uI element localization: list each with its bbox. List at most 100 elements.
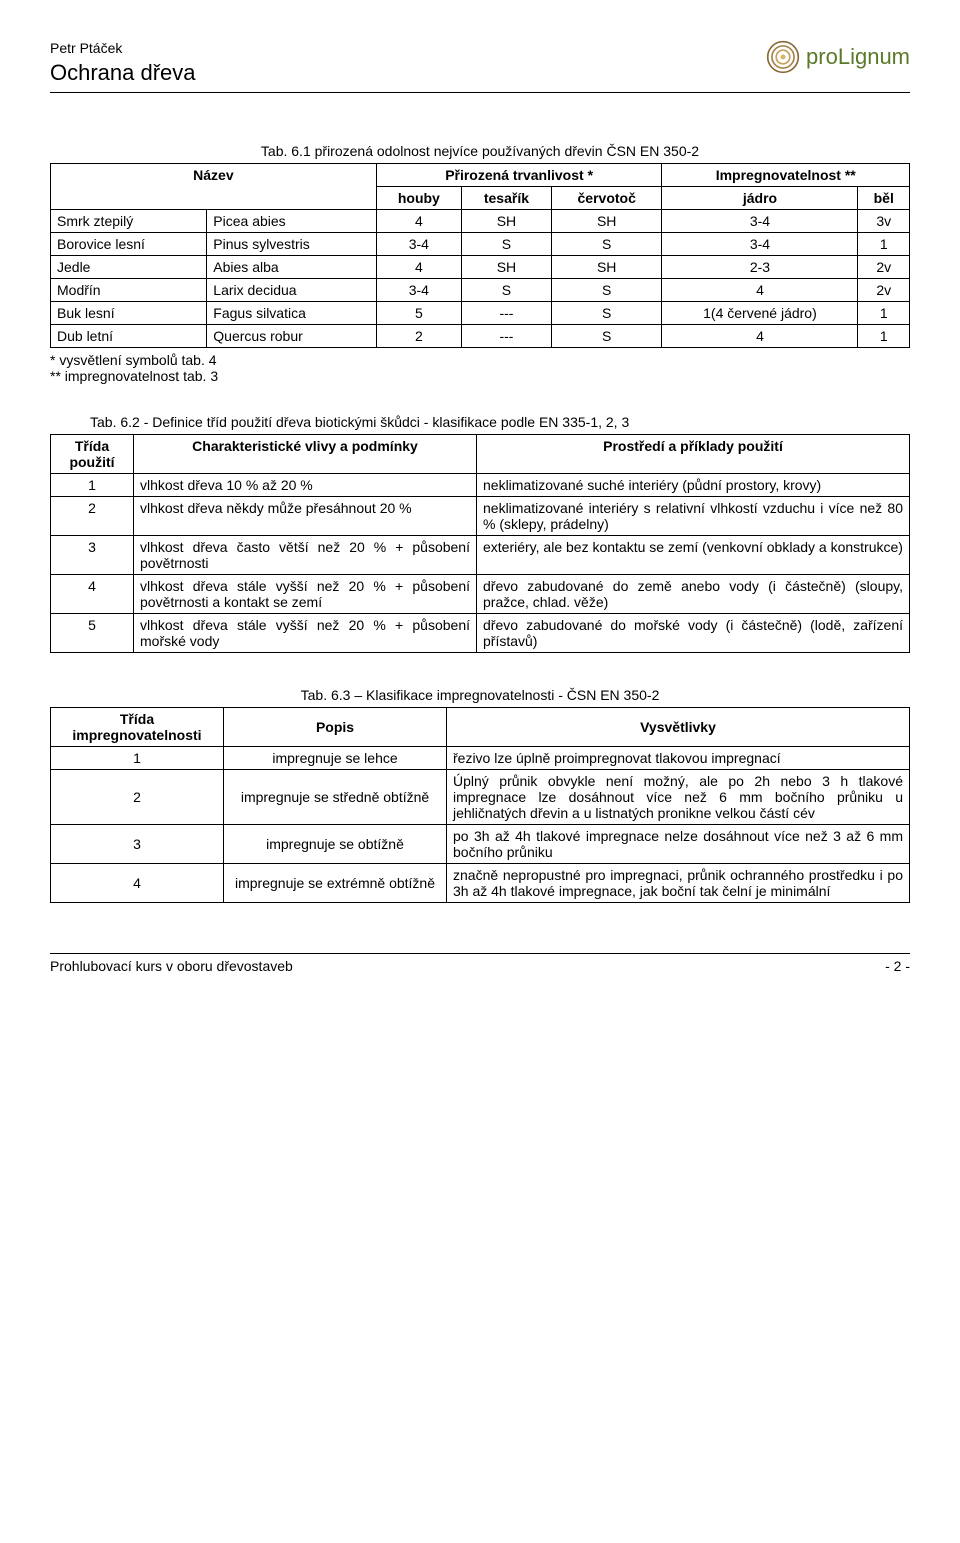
cell-lat: Quercus robur xyxy=(207,325,376,348)
footer-left: Prohlubovací kurs v oboru dřevostaveb xyxy=(50,958,293,974)
cell-lat: Pinus sylvestris xyxy=(207,233,376,256)
cell-houby: 3-4 xyxy=(376,233,461,256)
cell-lat: Abies alba xyxy=(207,256,376,279)
th-jadro: jádro xyxy=(662,187,858,210)
table1-note1: * vysvětlení symbolů tab. 4 xyxy=(50,352,910,368)
th-desc: Popis xyxy=(224,708,447,747)
th-conditions: Charakteristické vlivy a podmínky xyxy=(134,435,477,474)
cell-bel: 1 xyxy=(858,302,910,325)
table1-note2: ** impregnovatelnost tab. 3 xyxy=(50,368,910,384)
cell-lat: Fagus silvatica xyxy=(207,302,376,325)
cell-cervotoc: S xyxy=(551,279,661,302)
table2-caption: Tab. 6.2 - Definice tříd použití dřeva b… xyxy=(90,414,910,430)
table-use-classes: Třída použití Charakteristické vlivy a p… xyxy=(50,434,910,653)
table-row: 4vlhkost dřeva stále vyšší než 20 % + pů… xyxy=(51,575,910,614)
table-row: Buk lesníFagus silvatica5---S1(4 červené… xyxy=(51,302,910,325)
cell-jadro: 2-3 xyxy=(662,256,858,279)
cell-cz: Smrk ztepilý xyxy=(51,210,207,233)
cell-expl: značně nepropustné pro impregnaci, průni… xyxy=(447,864,910,903)
cell-cervotoc: SH xyxy=(551,210,661,233)
footer-divider xyxy=(50,953,910,954)
cell-cz: Modřín xyxy=(51,279,207,302)
cell-env: exteriéry, ale bez kontaktu se zemí (ven… xyxy=(477,536,910,575)
cell-desc: impregnuje se obtížně xyxy=(224,825,447,864)
cell-jadro: 3-4 xyxy=(662,210,858,233)
th-class: Třída použití xyxy=(51,435,134,474)
th-cervotoc: červotoč xyxy=(551,187,661,210)
cell-cz: Borovice lesní xyxy=(51,233,207,256)
cell-expl: po 3h až 4h tlakové impregnace nelze dos… xyxy=(447,825,910,864)
th-durability: Přirozená trvanlivost * xyxy=(376,164,662,187)
cell-tesarik: S xyxy=(461,279,551,302)
table-impreg-classes: Třída impregnovatelnosti Popis Vysvětliv… xyxy=(50,707,910,903)
cell-desc: impregnuje se středně obtížně xyxy=(224,770,447,825)
cell-cz: Dub letní xyxy=(51,325,207,348)
cell-bel: 2v xyxy=(858,256,910,279)
table-row: 2impregnuje se středně obtížněÚplný průn… xyxy=(51,770,910,825)
table-row: 5vlhkost dřeva stále vyšší než 20 % + pů… xyxy=(51,614,910,653)
cell-cervotoc: S xyxy=(551,302,661,325)
table-row: 3impregnuje se obtížněpo 3h až 4h tlakov… xyxy=(51,825,910,864)
cell-cervotoc: SH xyxy=(551,256,661,279)
th-bel: běl xyxy=(858,187,910,210)
cell-expl: řezivo lze úplně proimpregnovat tlakovou… xyxy=(447,747,910,770)
footer-right: - 2 - xyxy=(885,958,910,974)
th-tesarik: tesařík xyxy=(461,187,551,210)
table-row: Borovice lesníPinus sylvestris3-4SS3-41 xyxy=(51,233,910,256)
cell-class: 1 xyxy=(51,474,134,497)
cell-cervotoc: S xyxy=(551,233,661,256)
cell-class: 2 xyxy=(51,770,224,825)
cell-tesarik: --- xyxy=(461,325,551,348)
cell-class: 3 xyxy=(51,536,134,575)
table-durability: Název Přirozená trvanlivost * Impregnova… xyxy=(50,163,910,348)
tree-rings-icon xyxy=(766,40,800,74)
cell-houby: 2 xyxy=(376,325,461,348)
cell-cz: Buk lesní xyxy=(51,302,207,325)
cell-cervotoc: S xyxy=(551,325,661,348)
th-impreg-class: Třída impregnovatelnosti xyxy=(51,708,224,747)
cell-jadro: 4 xyxy=(662,279,858,302)
cell-bel: 1 xyxy=(858,233,910,256)
cell-houby: 3-4 xyxy=(376,279,461,302)
th-name: Název xyxy=(51,164,377,210)
th-environment: Prostředí a příklady použití xyxy=(477,435,910,474)
cell-class: 3 xyxy=(51,825,224,864)
cell-conditions: vlhkost dřeva 10 % až 20 % xyxy=(134,474,477,497)
table1-caption: Tab. 6.1 přirozená odolnost nejvíce použ… xyxy=(50,143,910,159)
cell-conditions: vlhkost dřeva stále vyšší než 20 % + půs… xyxy=(134,575,477,614)
cell-tesarik: SH xyxy=(461,256,551,279)
table-row: 4impregnuje se extrémně obtížněznačně ne… xyxy=(51,864,910,903)
cell-conditions: vlhkost dřeva stále vyšší než 20 % + půs… xyxy=(134,614,477,653)
cell-class: 4 xyxy=(51,864,224,903)
cell-tesarik: --- xyxy=(461,302,551,325)
cell-conditions: vlhkost dřeva často větší než 20 % + půs… xyxy=(134,536,477,575)
cell-jadro: 1(4 červené jádro) xyxy=(662,302,858,325)
cell-jadro: 4 xyxy=(662,325,858,348)
th-houby: houby xyxy=(376,187,461,210)
table3-caption: Tab. 6.3 – Klasifikace impregnovatelnost… xyxy=(50,687,910,703)
cell-env: neklimatizované interiéry s relativní vl… xyxy=(477,497,910,536)
table-row: 1vlhkost dřeva 10 % až 20 %neklimatizova… xyxy=(51,474,910,497)
th-impreg: Impregnovatelnost ** xyxy=(662,164,910,187)
cell-cz: Jedle xyxy=(51,256,207,279)
logo: proLignum xyxy=(766,40,910,74)
cell-class: 2 xyxy=(51,497,134,536)
header-divider xyxy=(50,92,910,93)
cell-tesarik: SH xyxy=(461,210,551,233)
th-expl: Vysvětlivky xyxy=(447,708,910,747)
table-row: Dub letníQuercus robur2---S41 xyxy=(51,325,910,348)
cell-houby: 4 xyxy=(376,256,461,279)
cell-houby: 5 xyxy=(376,302,461,325)
cell-env: neklimatizované suché interiéry (půdní p… xyxy=(477,474,910,497)
table-row: Smrk ztepilýPicea abies4SHSH3-43v xyxy=(51,210,910,233)
cell-class: 5 xyxy=(51,614,134,653)
logo-text: proLignum xyxy=(806,44,910,70)
cell-desc: impregnuje se lehce xyxy=(224,747,447,770)
cell-class: 1 xyxy=(51,747,224,770)
cell-conditions: vlhkost dřeva někdy může přesáhnout 20 % xyxy=(134,497,477,536)
cell-expl: Úplný průnik obvykle není možný, ale po … xyxy=(447,770,910,825)
cell-bel: 2v xyxy=(858,279,910,302)
table-row: 1impregnuje se lehceřezivo lze úplně pro… xyxy=(51,747,910,770)
cell-jadro: 3-4 xyxy=(662,233,858,256)
cell-tesarik: S xyxy=(461,233,551,256)
